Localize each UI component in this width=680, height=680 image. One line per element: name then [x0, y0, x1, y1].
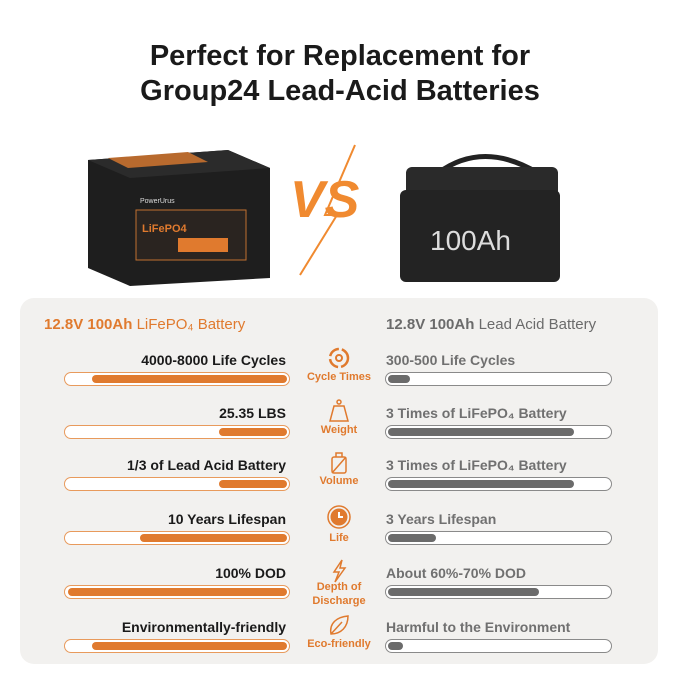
- lifepo4-bar-fill: [92, 641, 287, 650]
- category-label: Weight: [320, 424, 358, 436]
- lifepo4-bar-fill: [68, 587, 287, 596]
- lifepo4-value: 4000-8000 Life Cycles: [141, 352, 286, 368]
- lead-acid-bar: [385, 639, 612, 653]
- lead-acid-bar: [385, 372, 612, 386]
- category-label: Depth of Discharge: [312, 581, 366, 607]
- title-line-1: Perfect for Replacement for: [149, 40, 531, 72]
- clock-icon: [327, 505, 351, 529]
- lead-acid-value: 300-500 Life Cycles: [386, 352, 516, 368]
- lifepo4-bar: [64, 585, 290, 599]
- lead-acid-bar: [385, 425, 612, 439]
- lifepo4-battery-image: LiFePO4 PowerUrus: [88, 150, 270, 286]
- lead-acid-bar: [385, 477, 612, 491]
- lightning-icon: [332, 559, 347, 583]
- lead-acid-bar-fill: [388, 479, 574, 488]
- lifepo4-bar-fill: [219, 479, 287, 488]
- capacity-label: 100Ah: [430, 225, 511, 256]
- leaf-icon: [329, 615, 349, 635]
- lead-acid-header: 12.8V 100Ah Lead Acid Battery: [386, 316, 597, 333]
- lifepo4-value: Environmentally-friendly: [121, 619, 286, 635]
- lead-acid-bar-fill: [388, 587, 539, 596]
- lead-acid-bar: [385, 585, 612, 599]
- lifepo4-bar: [64, 425, 290, 439]
- lifepo4-value: 100% DOD: [215, 565, 286, 581]
- lifepo4-bar: [64, 372, 290, 386]
- cycle-icon: [328, 347, 350, 369]
- lead-acid-value: Harmful to the Environment: [386, 619, 571, 635]
- category-label: Eco-friendly: [307, 638, 371, 650]
- lead-acid-bar-fill: [388, 374, 410, 383]
- lifepo4-bar-fill: [140, 533, 287, 542]
- title-line-2: Group24 Lead-Acid Batteries: [140, 75, 540, 107]
- vs-graphic: VS: [290, 171, 360, 229]
- lifepo4-bar-fill: [219, 427, 287, 436]
- lifepo4-bar-fill: [92, 374, 287, 383]
- category-label: Cycle Times: [306, 371, 371, 383]
- lead-acid-bar-fill: [388, 427, 574, 436]
- lead-acid-bar-fill: [388, 533, 436, 542]
- lifepo4-value: 25.35 LBS: [219, 405, 286, 421]
- lead-acid-battery-image: 100Ah: [400, 154, 560, 282]
- lifepo4-bar: [64, 531, 290, 545]
- volume-icon: [331, 452, 347, 474]
- lead-acid-value: 3 Times of LiFePO₄ Battery: [386, 405, 567, 421]
- lifepo4-value: 10 Years Lifespan: [167, 511, 286, 527]
- lead-acid-value: About 60%-70% DOD: [386, 565, 527, 581]
- lifepo4-bar: [64, 639, 290, 653]
- lead-acid-bar: [385, 531, 612, 545]
- category-label: Life: [329, 532, 349, 544]
- weight-icon: [329, 399, 349, 422]
- lifepo4-header: 12.8V 100Ah LiFePO₄ Battery: [44, 316, 246, 333]
- lead-acid-value: 3 Years Lifespan: [386, 511, 497, 527]
- lead-acid-value: 3 Times of LiFePO₄ Battery: [386, 457, 567, 473]
- category-label: Volume: [319, 475, 359, 487]
- lifepo4-value: 1/3 of Lead Acid Battery: [127, 457, 286, 473]
- vs-bolt-icon: [299, 144, 356, 276]
- lead-acid-bar-fill: [388, 641, 403, 650]
- lifepo4-bar: [64, 477, 290, 491]
- battery-label: LiFePO4: [142, 223, 188, 235]
- battery-brand: PowerUrus: [140, 198, 175, 205]
